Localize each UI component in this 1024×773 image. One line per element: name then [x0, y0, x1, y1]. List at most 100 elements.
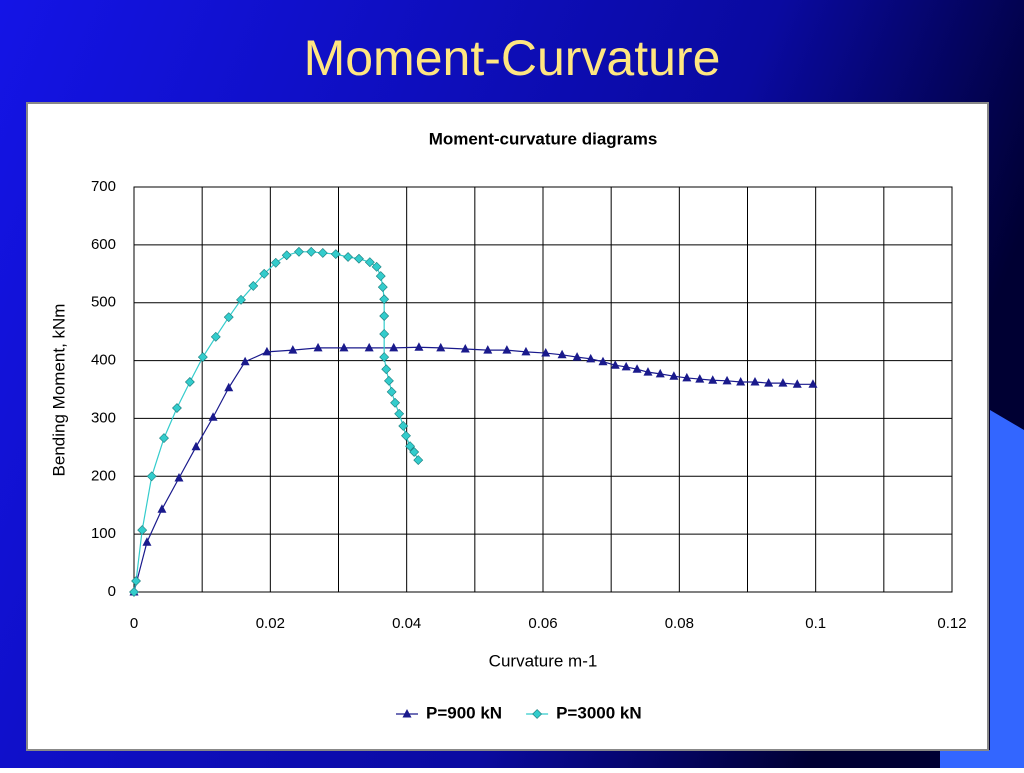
x-tick-label: 0.12	[937, 615, 966, 632]
slide-title: Moment-Curvature	[304, 30, 721, 86]
data-point	[288, 345, 298, 354]
data-point	[394, 408, 405, 419]
y-tick-label: 0	[108, 583, 116, 600]
y-tick-label: 400	[91, 352, 116, 369]
data-point	[330, 249, 341, 260]
data-point	[586, 353, 596, 363]
data-point	[379, 329, 390, 339]
data-point	[722, 375, 732, 385]
data-point	[632, 364, 642, 373]
data-point	[375, 271, 386, 282]
data-point	[682, 372, 692, 382]
x-tick-label: 0.04	[392, 615, 421, 632]
x-tick-label: 0.02	[256, 615, 285, 632]
chart-title: Moment-curvature diagrams	[429, 129, 658, 148]
legend-label: P=900 kN	[426, 703, 502, 722]
data-point	[236, 294, 246, 305]
data-point	[313, 342, 323, 352]
legend-marker	[402, 709, 412, 718]
data-point	[240, 356, 250, 366]
y-tick-label: 100	[91, 525, 116, 542]
data-point	[129, 587, 139, 597]
data-point	[191, 441, 201, 451]
data-point	[384, 375, 394, 386]
data-point	[262, 346, 272, 356]
data-point	[137, 525, 148, 536]
data-point	[643, 367, 653, 376]
data-point	[184, 377, 195, 387]
data-point	[792, 379, 802, 388]
data-point	[208, 412, 218, 421]
data-point	[354, 253, 364, 264]
data-point	[736, 376, 746, 386]
data-point	[409, 447, 420, 457]
data-point	[502, 345, 512, 354]
x-tick-label: 0.1	[805, 615, 826, 632]
decoration	[940, 410, 1024, 768]
y-tick-label: 600	[91, 236, 116, 253]
data-point	[414, 342, 424, 351]
data-point	[390, 397, 401, 408]
data-point	[210, 331, 221, 342]
data-point	[764, 378, 774, 387]
data-point	[541, 348, 551, 357]
data-point	[248, 281, 259, 291]
data-point	[364, 257, 375, 268]
data-point	[339, 342, 349, 352]
data-point	[224, 382, 234, 392]
data-point	[557, 349, 567, 359]
y-tick-label: 200	[91, 467, 116, 484]
data-point	[294, 246, 304, 257]
x-tick-label: 0.08	[665, 615, 694, 632]
data-point	[142, 537, 152, 546]
data-point	[223, 312, 234, 323]
data-point	[483, 345, 493, 354]
data-point	[436, 342, 446, 352]
data-point	[259, 268, 270, 279]
data-point	[379, 352, 390, 363]
data-point	[146, 471, 157, 482]
data-point	[306, 246, 317, 257]
data-point	[381, 364, 392, 375]
legend-label: P=3000 kN	[556, 703, 642, 722]
y-tick-label: 500	[91, 294, 116, 311]
data-point	[572, 352, 582, 361]
data-point	[343, 252, 353, 262]
data-point	[750, 376, 760, 386]
data-point	[159, 433, 169, 444]
data-point	[695, 374, 705, 383]
data-point	[317, 248, 328, 258]
data-point	[460, 344, 470, 353]
y-tick-label: 700	[91, 178, 116, 195]
data-point	[669, 371, 679, 380]
data-point	[364, 342, 374, 352]
y-axis-label: Bending Moment, kNm	[49, 304, 68, 477]
data-point	[371, 261, 382, 272]
data-point	[157, 504, 167, 513]
legend-marker	[532, 709, 543, 719]
y-tick-label: 300	[91, 409, 116, 426]
data-point	[379, 311, 390, 321]
data-point	[197, 352, 208, 363]
data-point	[413, 455, 424, 466]
data-point	[401, 430, 411, 441]
x-axis-label: Curvature m-1	[489, 651, 598, 670]
data-point	[708, 375, 718, 384]
data-point	[389, 342, 399, 352]
data-point	[377, 282, 388, 293]
data-point	[621, 361, 631, 371]
data-point	[598, 356, 608, 366]
data-point	[521, 346, 531, 356]
data-point	[778, 378, 788, 387]
x-tick-label: 0.06	[528, 615, 557, 632]
data-point	[610, 360, 620, 369]
data-point	[270, 257, 281, 268]
data-point	[655, 368, 665, 378]
x-tick-label: 0	[130, 615, 138, 632]
data-point	[405, 441, 415, 452]
data-point	[172, 403, 182, 413]
data-point	[808, 379, 818, 388]
data-point	[398, 421, 409, 431]
data-point	[131, 576, 141, 586]
